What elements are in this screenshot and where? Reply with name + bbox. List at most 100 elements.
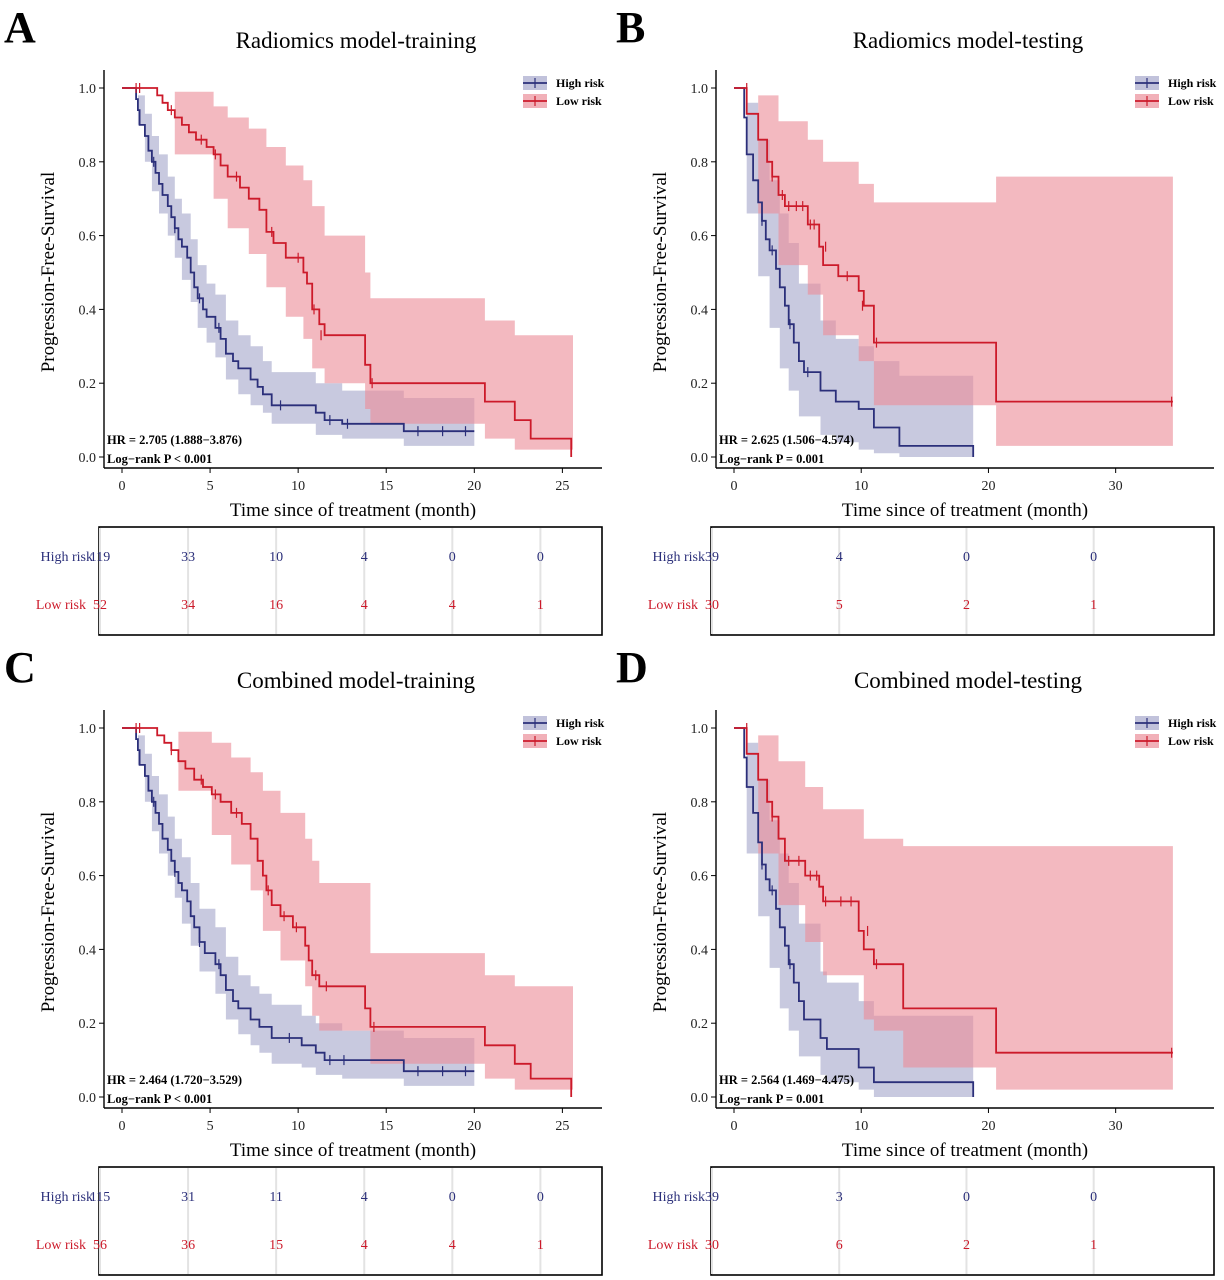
risk-count-low: 36	[181, 1238, 195, 1253]
x-tick-label: 15	[379, 479, 393, 494]
risk-row-label-high: High risk	[41, 1190, 94, 1205]
x-tick-label: 5	[207, 1119, 214, 1134]
panel-d: D Combined model-testing 0.0 0.2 0.4 0.6 0.8 1.…	[612, 640, 1224, 1280]
risk-count-low: 1	[537, 598, 544, 613]
legend-high-label: High risk	[556, 76, 605, 90]
legend-high-label: High risk	[1168, 76, 1217, 90]
risk-count-low: 4	[361, 1238, 368, 1253]
x-tick-label: 0	[119, 1119, 126, 1134]
y-tick-label: 0.6	[79, 870, 97, 885]
risk-table-frame	[710, 1166, 1215, 1276]
low-risk-ci-band	[122, 728, 573, 1097]
logrank-p-text: Log−rank P = 0.001	[719, 1092, 824, 1106]
plot-title: Radiomics model-training	[236, 28, 477, 53]
low-risk-curve	[122, 727, 573, 1097]
y-tick-label: 0.0	[691, 451, 709, 466]
risk-count-low: 16	[269, 598, 283, 613]
y-axis-label: Progression-Free-Survival	[650, 172, 671, 373]
y-axis-label: Progression-Free-Survival	[38, 812, 59, 1013]
y-tick-label: 0.0	[691, 1091, 709, 1106]
high-risk-ci-band	[734, 88, 974, 457]
risk-count-low: 1	[1090, 598, 1097, 613]
risk-count-high: 115	[90, 1190, 110, 1205]
risk-row-label-high: High risk	[653, 550, 706, 565]
legend-high-label: High risk	[1168, 716, 1217, 730]
x-tick-label: 10	[291, 479, 305, 494]
legend-low-label: Low risk	[556, 94, 602, 108]
y-tick-label: 0.8	[691, 796, 709, 811]
y-tick-label: 0.2	[691, 377, 709, 392]
risk-table-frame	[98, 1166, 603, 1276]
x-tick-label: 25	[555, 1119, 569, 1134]
y-tick-label: 0.4	[79, 943, 97, 958]
plot-title: Combined model-testing	[854, 668, 1083, 693]
x-tick-label: 10	[854, 479, 868, 494]
y-tick-label: 1.0	[691, 722, 709, 737]
risk-count-low: 4	[449, 1238, 456, 1253]
hazard-ratio-text: HR = 2.625 (1.506−4.574)	[719, 433, 854, 447]
x-tick-label: 0	[731, 479, 738, 494]
hazard-ratio-text: HR = 2.564 (1.469−4.475)	[719, 1073, 854, 1087]
y-axis-label: Progression-Free-Survival	[650, 812, 671, 1013]
risk-table-frame	[710, 526, 1215, 636]
y-tick-label: 0.0	[79, 1091, 97, 1106]
low-risk-ci-band	[122, 88, 573, 457]
x-tick-label: 10	[291, 1119, 305, 1134]
x-tick-label: 5	[207, 479, 214, 494]
logrank-p-text: Log−rank P = 0.001	[719, 452, 824, 466]
high-risk-curve	[734, 727, 975, 1097]
y-tick-label: 0.4	[79, 303, 97, 318]
y-tick-label: 0.6	[691, 230, 709, 245]
risk-count-high: 39	[705, 1190, 719, 1205]
risk-row-label-low: Low risk	[648, 1238, 698, 1253]
risk-count-high: 31	[181, 1190, 195, 1205]
risk-count-high: 0	[963, 550, 970, 565]
risk-count-high: 33	[181, 550, 195, 565]
risk-row-label-low: Low risk	[36, 598, 86, 613]
x-tick-label: 30	[1109, 479, 1123, 494]
risk-count-low: 30	[705, 1238, 719, 1253]
risk-count-low: 5	[836, 598, 843, 613]
risk-row-label-low: Low risk	[36, 1238, 86, 1253]
km-plot-b: B Radiomics model-testing 0.0 0.2 0.4 0.6 0.8 1…	[616, 3, 1217, 636]
y-tick-label: 0.4	[691, 943, 709, 958]
risk-count-low: 2	[963, 598, 970, 613]
risk-count-high: 0	[1090, 1190, 1097, 1205]
legend-low-label: Low risk	[556, 734, 602, 748]
y-tick-label: 0.8	[79, 796, 97, 811]
km-plot-a: A Radiomics model-training 0.0 0.2 0.4 0.6 0.8…	[4, 3, 605, 636]
legend-high-label: High risk	[556, 716, 605, 730]
panel-letter: C	[4, 643, 36, 692]
y-tick-label: 0.2	[79, 1017, 97, 1032]
risk-count-high: 4	[361, 550, 368, 565]
risk-count-low: 15	[269, 1238, 283, 1253]
risk-count-low: 30	[705, 598, 719, 613]
y-tick-label: 0.4	[691, 303, 709, 318]
risk-count-high: 0	[537, 550, 544, 565]
high-risk-curve	[122, 87, 475, 433]
y-tick-label: 1.0	[79, 82, 97, 97]
risk-count-high: 3	[836, 1190, 843, 1205]
x-axis-label: Time since of treatment (month)	[230, 500, 476, 521]
y-tick-label: 0.2	[691, 1017, 709, 1032]
logrank-p-text: Log−rank P < 0.001	[107, 1092, 212, 1106]
risk-count-high: 0	[449, 550, 456, 565]
panel-letter: A	[4, 3, 36, 52]
risk-count-low: 2	[963, 1238, 970, 1253]
y-tick-label: 0.2	[79, 377, 97, 392]
low-risk-curve	[734, 87, 1173, 403]
x-axis-label: Time since of treatment (month)	[842, 1140, 1088, 1161]
risk-count-low: 52	[93, 598, 107, 613]
km-plot-d: D Combined model-testing 0.0 0.2 0.4 0.6 0.8 1.…	[616, 643, 1217, 1276]
risk-count-high: 11	[269, 1190, 282, 1205]
panel-letter: B	[616, 3, 645, 52]
y-tick-label: 0.8	[691, 156, 709, 171]
plot-title: Radiomics model-testing	[853, 28, 1084, 53]
x-tick-label: 15	[379, 1119, 393, 1134]
y-tick-label: 0.8	[79, 156, 97, 171]
risk-count-high: 10	[269, 550, 283, 565]
panel-a: A Radiomics model-training 0.0 0.2 0.4 0.6 0.8…	[0, 0, 612, 640]
panel-letter: D	[616, 643, 648, 692]
y-tick-label: 0.6	[691, 870, 709, 885]
risk-count-high: 39	[705, 550, 719, 565]
